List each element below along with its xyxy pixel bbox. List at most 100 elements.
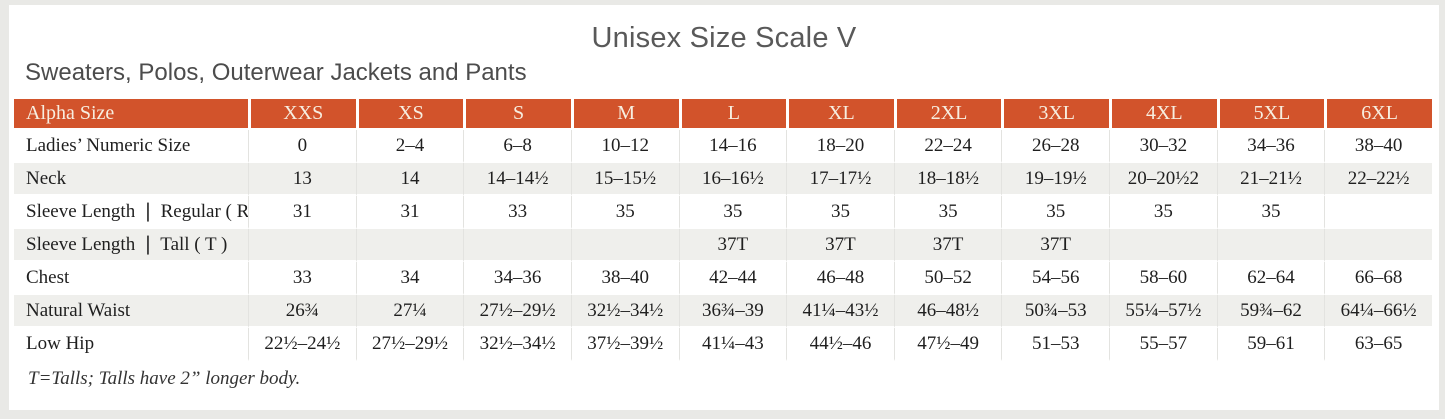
size-value-cell: 55–57: [1109, 328, 1217, 361]
size-value-cell: [463, 229, 571, 262]
size-value-cell: 22–22½: [1324, 163, 1432, 196]
size-value-cell: 14: [355, 163, 464, 196]
size-value-cell: 34–36: [463, 262, 571, 295]
table-row: Natural Waist 26¾ 27¼ 27½–29½ 32½–34½ 36¾–39 4…: [14, 295, 1432, 328]
size-value-cell: 34–36: [1216, 130, 1325, 163]
size-value-cell: 41¼–43: [678, 328, 787, 361]
size-value-cell: 35: [1216, 196, 1325, 229]
size-value-cell: 37T: [678, 229, 787, 262]
size-value-cell: 14–14½: [463, 163, 571, 196]
size-value-cell: 46–48: [786, 262, 894, 295]
size-value-cell: 62–64: [1216, 262, 1325, 295]
size-value-cell: 66–68: [1324, 262, 1432, 295]
row-label: Natural Waist: [14, 295, 248, 328]
size-value-cell: [248, 229, 356, 262]
size-value-cell: [355, 229, 464, 262]
size-value-cell: 44½–46: [786, 328, 894, 361]
size-value-cell: 35: [893, 196, 1002, 229]
size-value-cell: [1324, 229, 1432, 262]
column-header-size: L: [678, 99, 787, 130]
column-header-alpha-size: Alpha Size: [14, 99, 248, 130]
footnote: T=Talls; Talls have 2” longer body.: [28, 368, 301, 389]
column-header-size: S: [463, 99, 571, 130]
size-value-cell: 37T: [1001, 229, 1109, 262]
size-value-cell: 51–53: [1001, 328, 1109, 361]
table-row: Chest 33 34 34–36 38–40 42–44 46–48 50–52 54–56 5…: [14, 262, 1432, 295]
column-header-size: M: [570, 99, 679, 130]
size-value-cell: 14–16: [678, 130, 787, 163]
size-value-cell: 19–19½: [1001, 163, 1109, 196]
size-value-cell: 37½–39½: [570, 328, 679, 361]
table-row: Sleeve Length ❘ Tall ( T ) 37T 37T 37T 37T: [14, 229, 1432, 262]
table-header: Alpha Size XXS XS S M L XL 2XL 3XL 4XL 5XL 6XL: [14, 99, 1432, 130]
row-label: Sleeve Length ❘ Tall ( T ): [14, 229, 248, 262]
size-value-cell: 21–21½: [1216, 163, 1325, 196]
size-value-cell: 35: [570, 196, 679, 229]
row-label: Neck: [14, 163, 248, 196]
size-value-cell: 10–12: [570, 130, 679, 163]
size-value-cell: 36¾–39: [678, 295, 787, 328]
column-header-size: XXS: [248, 99, 356, 130]
size-value-cell: 54–56: [1001, 262, 1109, 295]
size-value-cell: [1216, 229, 1325, 262]
size-value-cell: 16–16½: [678, 163, 787, 196]
row-label: Chest: [14, 262, 248, 295]
size-value-cell: 32½–34½: [570, 295, 679, 328]
size-value-cell: 37T: [893, 229, 1002, 262]
size-value-cell: [1109, 229, 1217, 262]
column-header-size: 2XL: [893, 99, 1002, 130]
row-label: Sleeve Length ❘ Regular ( R ): [14, 196, 248, 229]
table-row: Sleeve Length ❘ Regular ( R ) 31 31 33 35 35 3…: [14, 196, 1432, 229]
table-row: Low Hip 22½–24½ 27½–29½ 32½–34½ 37½–39½ 41¼–4…: [14, 328, 1432, 361]
size-value-cell: 50–52: [893, 262, 1002, 295]
column-header-size: XS: [355, 99, 464, 130]
table-body: Ladies’ Numeric Size 0 2–4 6–8 10–12 14–16 18–…: [14, 130, 1432, 361]
size-value-cell: 35: [1001, 196, 1109, 229]
size-value-cell: 0: [248, 130, 356, 163]
size-value-cell: 30–32: [1109, 130, 1217, 163]
size-value-cell: 22–24: [893, 130, 1002, 163]
size-value-cell: 2–4: [355, 130, 464, 163]
size-value-cell: 59¾–62: [1216, 295, 1325, 328]
table-row: Neck 13 14 14–14½ 15–15½ 16–16½ 17–17½ 18–18½ 19…: [14, 163, 1432, 196]
size-value-cell: 20–20½2: [1109, 163, 1217, 196]
size-value-cell: 26–28: [1001, 130, 1109, 163]
size-value-cell: 46–48½: [893, 295, 1002, 328]
size-value-cell: 32½–34½: [463, 328, 571, 361]
size-value-cell: 33: [248, 262, 356, 295]
size-value-cell: 58–60: [1109, 262, 1217, 295]
size-value-cell: 27½–29½: [463, 295, 571, 328]
page-subtitle: Sweaters, Polos, Outerwear Jackets and P…: [25, 59, 527, 86]
size-value-cell: 18–18½: [893, 163, 1002, 196]
size-value-cell: 35: [1109, 196, 1217, 229]
size-value-cell: 27¼: [355, 295, 464, 328]
size-value-cell: 38–40: [1324, 130, 1432, 163]
size-value-cell: 31: [248, 196, 356, 229]
size-value-cell: 42–44: [678, 262, 787, 295]
size-scale-table: Alpha Size XXS XS S M L XL 2XL 3XL 4XL 5XL 6XL Ladi…: [14, 99, 1432, 361]
header-row: Alpha Size XXS XS S M L XL 2XL 3XL 4XL 5XL 6XL: [14, 99, 1432, 130]
column-header-size: 4XL: [1109, 99, 1217, 130]
size-value-cell: [570, 229, 679, 262]
size-value-cell: 6–8: [463, 130, 571, 163]
size-value-cell: 63–65: [1324, 328, 1432, 361]
column-header-size: XL: [786, 99, 894, 130]
size-value-cell: 34: [355, 262, 464, 295]
page-title: Unisex Size Scale V: [591, 22, 857, 54]
size-value-cell: 59–61: [1216, 328, 1325, 361]
size-value-cell: 64¼–66½: [1324, 295, 1432, 328]
size-value-cell: 26¾: [248, 295, 356, 328]
size-value-cell: 37T: [786, 229, 894, 262]
size-value-cell: 13: [248, 163, 356, 196]
size-value-cell: 50¾–53: [1001, 295, 1109, 328]
column-header-size: 6XL: [1324, 99, 1432, 130]
size-value-cell: 31: [355, 196, 464, 229]
size-value-cell: 17–17½: [786, 163, 894, 196]
size-value-cell: 33: [463, 196, 571, 229]
size-value-cell: 35: [678, 196, 787, 229]
size-value-cell: 18–20: [786, 130, 894, 163]
row-label: Low Hip: [14, 328, 248, 361]
size-value-cell: 27½–29½: [355, 328, 464, 361]
size-value-cell: 47½–49: [893, 328, 1002, 361]
table-row: Ladies’ Numeric Size 0 2–4 6–8 10–12 14–16 18–…: [14, 130, 1432, 163]
